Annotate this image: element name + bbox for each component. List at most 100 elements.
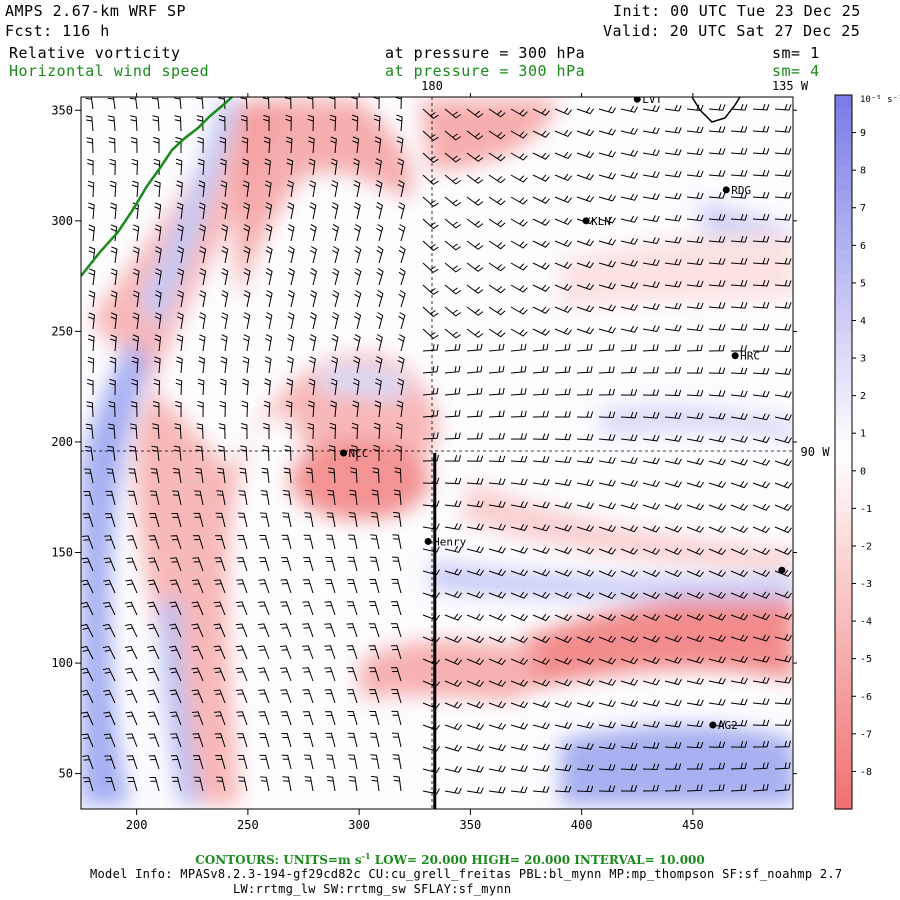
wind-barb	[664, 258, 682, 266]
wind-barb	[83, 491, 94, 506]
wind-barb	[242, 158, 249, 176]
wind-barb	[774, 655, 792, 663]
wind-barb	[620, 389, 638, 396]
wind-barb	[376, 267, 384, 286]
wind-barb	[376, 289, 384, 308]
wind-barb	[774, 147, 792, 155]
wind-barb	[328, 467, 336, 484]
colorbar-segment	[835, 344, 852, 358]
wind-barb	[170, 733, 182, 748]
wind-barb	[368, 645, 380, 660]
wind-barb	[576, 721, 594, 729]
wind-barb	[466, 701, 485, 709]
wind-barb	[576, 742, 594, 750]
wind-barb	[576, 785, 594, 793]
wind-barb	[284, 445, 292, 462]
wind-barb	[242, 334, 250, 352]
meridian-180-label: 180	[421, 79, 443, 93]
wind-barb	[576, 261, 595, 269]
wind-barb	[488, 306, 506, 316]
wind-barb	[774, 634, 792, 642]
wind-barb	[81, 733, 94, 748]
wind-barb	[664, 741, 682, 749]
wind-barb	[148, 557, 160, 572]
wind-barb	[510, 433, 528, 440]
wind-barb	[375, 158, 382, 176]
wind-barb	[708, 613, 727, 621]
wind-barb	[220, 334, 228, 352]
wind-barb	[174, 115, 182, 132]
wind-barb	[243, 224, 251, 242]
wind-barb	[642, 502, 661, 510]
colorbar-segment	[835, 309, 852, 322]
wind-barb	[370, 754, 380, 770]
wind-barb	[752, 591, 771, 599]
wind-barb	[555, 411, 571, 418]
wind-barb	[730, 169, 748, 177]
model-info: Model Info: MPASv8.2.3-194-gf29cd82c CU:…	[90, 867, 843, 881]
wind-barb	[125, 711, 138, 726]
colorbar-segment	[835, 130, 852, 144]
wind-barb	[686, 503, 705, 511]
wind-barb	[257, 667, 270, 682]
wind-barb	[85, 97, 94, 110]
wind-barb	[176, 202, 184, 220]
wind-barb	[175, 158, 183, 176]
colorbar-segment	[835, 547, 852, 560]
wind-barb	[171, 776, 182, 792]
wind-barb	[352, 400, 360, 418]
wind-barb	[532, 433, 550, 440]
wind-barb	[510, 523, 528, 531]
colorbar-segment	[835, 785, 852, 798]
wind-barb	[708, 656, 726, 664]
init-time: Init: 00 UTC Tue 23 Dec 25	[613, 2, 861, 20]
wind-barb	[774, 458, 793, 467]
wind-barb	[302, 711, 314, 726]
wind-barb	[620, 411, 638, 419]
wind-barb	[708, 762, 725, 770]
wind-barb	[532, 328, 550, 336]
colorbar-label: 1	[860, 429, 866, 440]
colorbar-segment	[835, 559, 852, 572]
wind-barb	[554, 343, 571, 352]
wind-barb	[532, 700, 551, 708]
wind-barb	[287, 246, 295, 264]
wind-barb	[235, 623, 248, 638]
wind-barb	[730, 613, 749, 621]
wind-barb	[84, 468, 94, 484]
station-label: Henry	[433, 535, 466, 548]
wind-barb	[774, 390, 792, 398]
wind-barb	[532, 388, 549, 396]
wind-barb	[686, 720, 704, 728]
colorbar-segment	[835, 535, 852, 548]
wind-barb	[598, 128, 616, 136]
wind-barb	[132, 312, 140, 330]
wind-barb	[466, 306, 484, 316]
wind-barb	[326, 776, 336, 792]
wind-barb	[686, 784, 703, 792]
wind-barb	[576, 305, 595, 313]
wind-barb	[176, 356, 183, 374]
wind-barb	[307, 422, 314, 440]
wind-barb	[126, 513, 138, 528]
wind-barb	[422, 284, 439, 296]
field2-smooth: sm= 4	[772, 62, 820, 80]
wind-barb	[642, 591, 660, 600]
wind-barb	[352, 378, 360, 396]
wind-barb	[708, 367, 726, 374]
wind-barb	[215, 754, 226, 770]
wind-barb	[510, 174, 528, 183]
wind-barb	[598, 150, 616, 158]
wind-barb	[510, 613, 528, 622]
wind-barb	[147, 623, 160, 638]
wind-barb	[127, 490, 138, 506]
wind-barb	[686, 656, 705, 664]
colorbar-segment	[835, 225, 852, 239]
wind-barb	[554, 388, 571, 396]
meridian-135w-label: 135 W	[772, 79, 809, 93]
wind-barb	[620, 502, 639, 510]
wind-barb	[510, 765, 528, 772]
wind-barb	[708, 503, 727, 511]
wind-barb	[466, 546, 484, 554]
wind-barb	[708, 280, 726, 287]
